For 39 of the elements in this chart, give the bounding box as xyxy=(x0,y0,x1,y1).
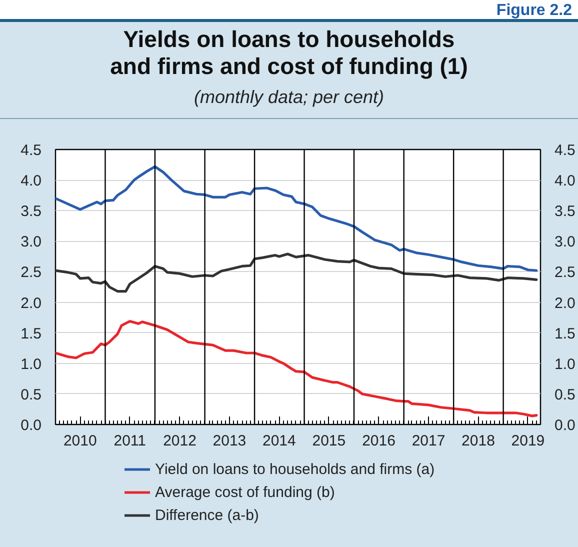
y-tick-label: 3.0 xyxy=(20,234,42,251)
chart-title: Yields on loans to households and firms and cost of funding (1) xyxy=(109,26,469,80)
x-tick-label: 2015 xyxy=(312,432,346,450)
y2-tick-label: 2.5 xyxy=(554,264,576,282)
legend-label: Average cost of funding (b) xyxy=(155,482,335,502)
y-tick-label: 2.5 xyxy=(20,264,42,282)
y-tick-label: 4.0 xyxy=(20,172,42,190)
x-tick-label: 2018 xyxy=(462,432,495,450)
y-tick-label: 3.5 xyxy=(20,203,42,220)
line-series xyxy=(56,320,538,418)
y-tick-label: 0.5 xyxy=(20,386,42,404)
y2-tick-label: 3.5 xyxy=(554,203,576,220)
y2-tick-label: 0.5 xyxy=(554,386,576,404)
x-tick-label: 2010 xyxy=(63,432,97,450)
x-tick-label: 2016 xyxy=(362,432,396,450)
caption: Figure 2.2 xyxy=(0,0,578,22)
y-tick-label: 1.0 xyxy=(20,356,42,373)
y2-tick-label: 1.5 xyxy=(554,325,576,342)
y2-tick-label: 4.5 xyxy=(554,142,576,159)
x-tick-label: 2011 xyxy=(114,432,146,450)
legend-label: Yield on loans to households and firms (a) xyxy=(155,460,435,479)
line-series xyxy=(56,165,538,272)
x-tick-label: 2019 xyxy=(511,432,545,450)
x-tick-label: 2013 xyxy=(212,432,246,450)
y-tick-label: 2.0 xyxy=(20,294,42,312)
y2-tick-label: 0.0 xyxy=(554,417,576,434)
chart-subtitle: (monthly data; per cent) xyxy=(192,86,386,109)
line-series xyxy=(56,252,538,293)
y-tick-label: 1.5 xyxy=(20,325,42,342)
y-tick-label: 0.0 xyxy=(20,417,42,434)
y2-tick-label: 2.0 xyxy=(554,294,576,312)
x-tick-label: 2014 xyxy=(262,432,296,450)
y-tick-label: 4.5 xyxy=(20,142,42,159)
y2-tick-label: 4.0 xyxy=(554,172,576,190)
x-tick-label: 2017 xyxy=(412,432,446,450)
legend-label: Difference (a-b) xyxy=(155,506,259,525)
y2-tick-label: 3.0 xyxy=(554,234,576,251)
x-tick-label: 2012 xyxy=(163,432,196,450)
y2-tick-label: 1.0 xyxy=(554,356,576,373)
